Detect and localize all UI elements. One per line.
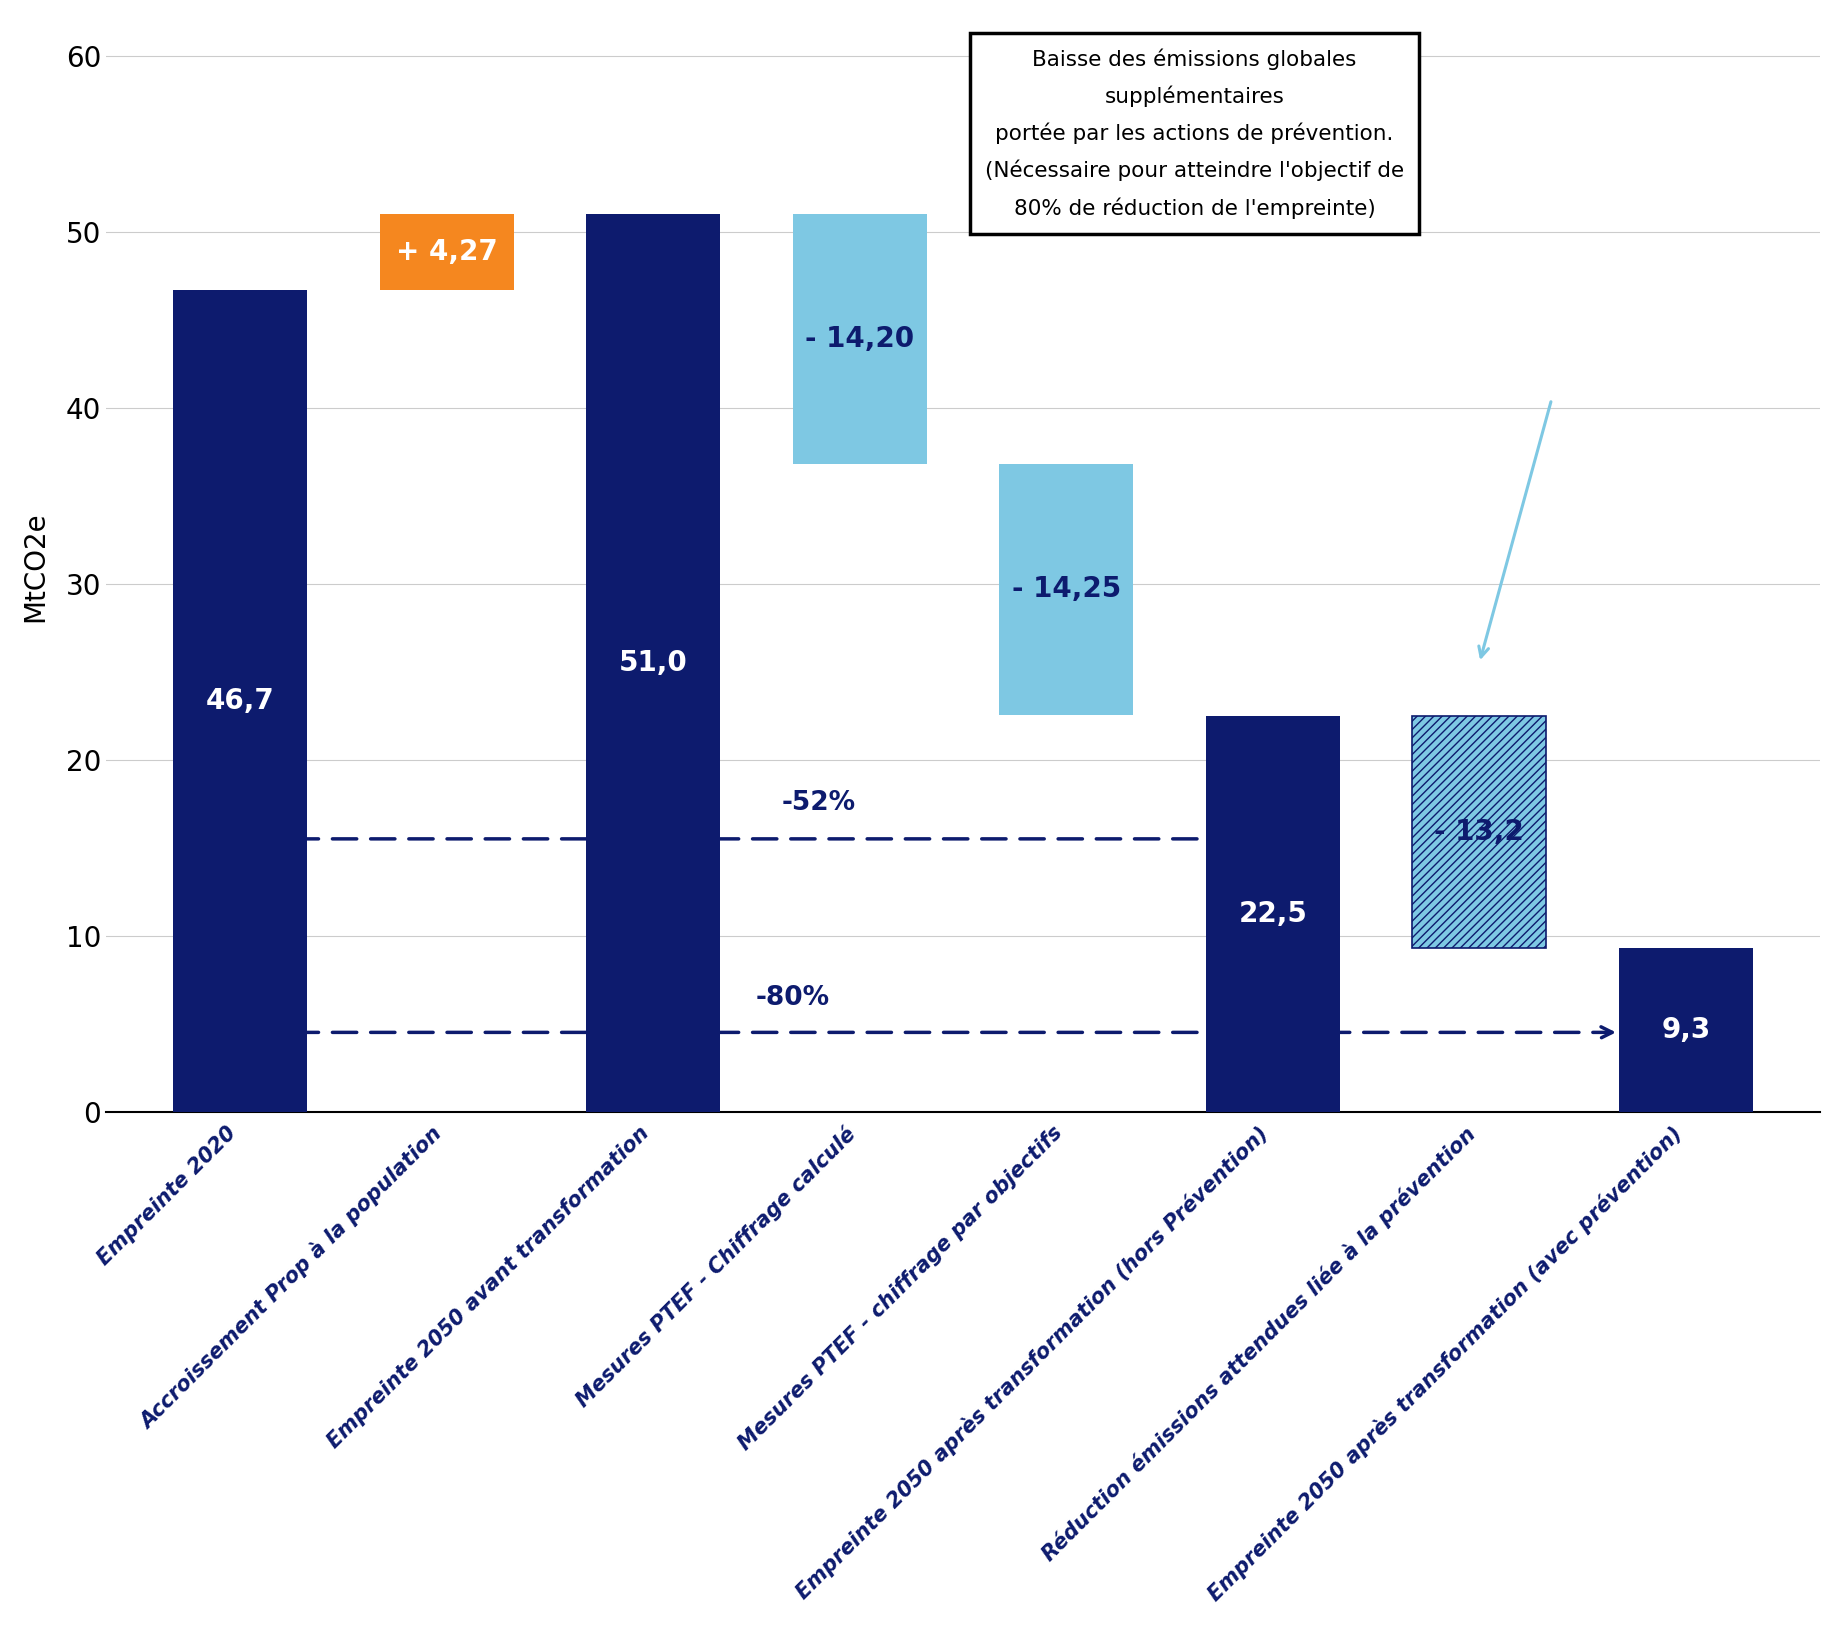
Bar xyxy=(1000,463,1134,715)
Bar xyxy=(379,215,514,289)
Text: 46,7: 46,7 xyxy=(206,686,274,715)
Bar xyxy=(585,215,720,1112)
Text: 51,0: 51,0 xyxy=(619,649,687,676)
Text: - 14,25: - 14,25 xyxy=(1013,576,1121,603)
Text: 9,3: 9,3 xyxy=(1661,1016,1710,1044)
Y-axis label: MtCO2e: MtCO2e xyxy=(20,511,50,621)
Text: Baisse des émissions globales
supplémentaires
portée par les actions de préventi: Baisse des émissions globales supplément… xyxy=(985,49,1405,218)
Text: -80%: -80% xyxy=(755,985,830,1011)
Text: -52%: -52% xyxy=(781,790,856,816)
Bar xyxy=(1412,715,1546,948)
Bar xyxy=(173,289,307,1112)
Bar xyxy=(1206,715,1340,1112)
Bar xyxy=(1618,948,1753,1112)
Text: - 14,20: - 14,20 xyxy=(805,325,915,353)
Bar xyxy=(793,215,926,463)
Text: + 4,27: + 4,27 xyxy=(396,237,497,267)
Text: - 13,2: - 13,2 xyxy=(1434,818,1524,846)
Text: 22,5: 22,5 xyxy=(1239,899,1307,927)
